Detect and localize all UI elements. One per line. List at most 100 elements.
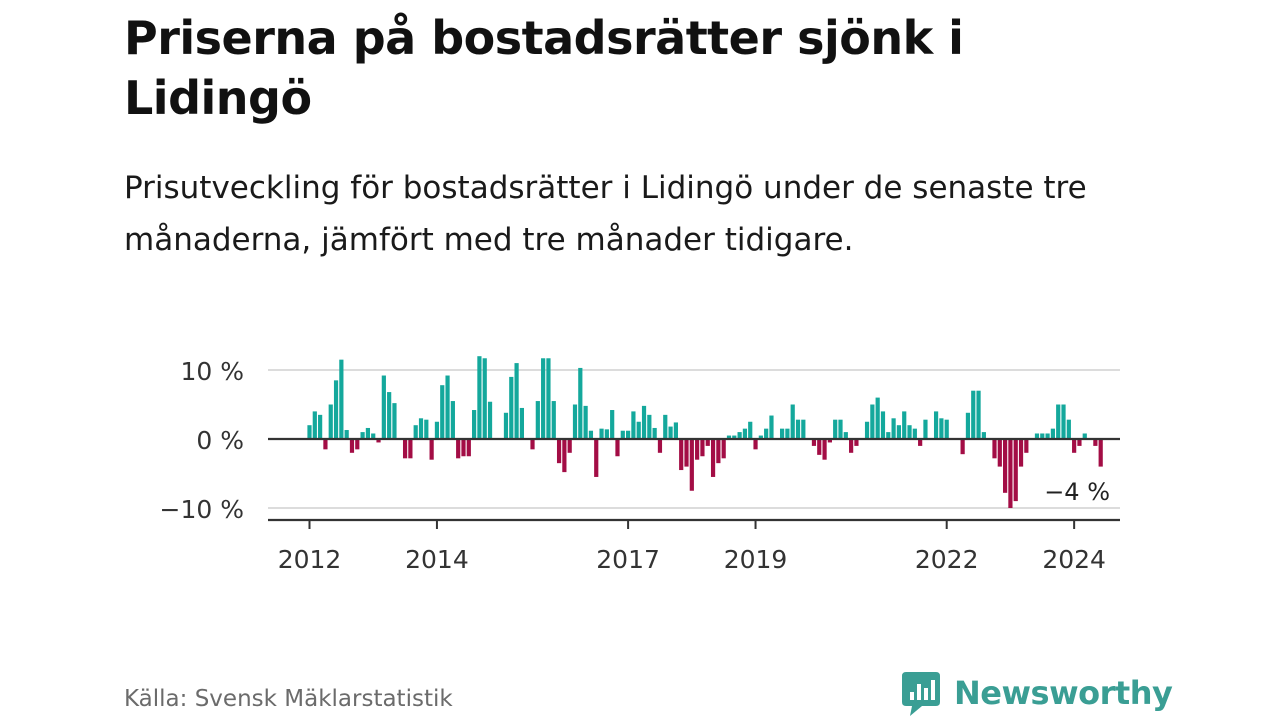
bar [870, 404, 875, 439]
bar [1034, 433, 1040, 439]
bar [562, 439, 567, 473]
bar [1008, 439, 1013, 508]
bar [923, 419, 928, 439]
page-title: Priserna på bostadsrätter sjönk i Liding… [124, 11, 964, 125]
bar [349, 439, 355, 453]
y-tick-label: 0 % [196, 426, 244, 455]
bar [944, 419, 949, 439]
bar [795, 419, 801, 439]
bar [418, 418, 424, 439]
bar [450, 401, 455, 439]
bar [610, 410, 615, 439]
bar [700, 439, 705, 457]
bar [456, 439, 461, 459]
bar [827, 439, 832, 443]
bar [328, 404, 333, 439]
bar [594, 439, 599, 477]
bar [1018, 439, 1024, 467]
x-tick-label: 2014 [405, 545, 469, 574]
bar [583, 405, 588, 439]
bar [514, 363, 519, 439]
bar [641, 405, 647, 439]
bar [1050, 428, 1055, 439]
bar [981, 432, 986, 439]
bar [652, 427, 657, 439]
bar [689, 439, 694, 491]
bar [933, 411, 939, 439]
bar [896, 425, 902, 439]
bar [902, 411, 907, 439]
bar [631, 411, 636, 439]
bar [849, 439, 854, 453]
bar [758, 435, 763, 439]
bar [673, 422, 678, 439]
source-note: Källa: Svensk Mäklarstatistik [124, 686, 453, 712]
bars [307, 356, 1103, 508]
bar [822, 439, 827, 460]
bar [387, 392, 392, 439]
bar [1082, 433, 1087, 439]
bar [1045, 433, 1050, 439]
bar [509, 376, 514, 439]
bar [307, 425, 312, 439]
bar [753, 439, 758, 450]
bar [312, 411, 317, 439]
bar [1024, 439, 1029, 453]
bar [588, 430, 594, 439]
bar [1072, 439, 1077, 453]
bar [487, 401, 493, 439]
bar [976, 390, 981, 439]
last-value-label: −4 % [1044, 478, 1110, 506]
newsworthy-logo-icon [902, 672, 940, 716]
bar [556, 439, 562, 464]
bar [679, 439, 684, 471]
bar [546, 358, 551, 439]
bar [1003, 439, 1008, 493]
bar [737, 432, 742, 439]
bar [434, 421, 440, 439]
bar [339, 359, 344, 439]
bar [785, 428, 790, 439]
bar [764, 428, 769, 439]
bar [408, 439, 413, 459]
axes [268, 437, 1120, 529]
bar [695, 439, 700, 460]
y-tick-label: −10 % [160, 495, 244, 524]
x-tick-label: 2017 [596, 545, 660, 574]
bar [365, 427, 371, 439]
bar [551, 401, 556, 439]
bar [886, 432, 891, 439]
x-tick-label: 2022 [915, 545, 979, 574]
bar [817, 439, 822, 455]
bar [843, 432, 848, 439]
bar [599, 428, 604, 439]
bar [1056, 404, 1061, 439]
bar [503, 412, 509, 439]
bar [519, 407, 524, 439]
bar [424, 419, 429, 439]
bar [318, 414, 323, 439]
bar [472, 410, 477, 439]
bar [461, 439, 466, 457]
bar [333, 380, 339, 439]
bar [748, 421, 753, 439]
bar [535, 401, 540, 439]
bar [604, 429, 609, 439]
bar [413, 425, 418, 439]
bar [875, 397, 880, 439]
bar [402, 439, 408, 459]
x-tick-label: 2024 [1042, 545, 1106, 574]
bar [864, 421, 870, 439]
bar [833, 419, 838, 439]
bar [636, 421, 641, 439]
bar [657, 439, 663, 453]
bar [880, 411, 886, 439]
bar [907, 425, 912, 439]
bar [939, 418, 944, 439]
x-tick-label: 2012 [278, 545, 342, 574]
x-tick-label: 2019 [724, 545, 788, 574]
bar [801, 419, 806, 439]
bar [1066, 419, 1071, 439]
bar [742, 428, 748, 439]
bar [726, 435, 732, 439]
